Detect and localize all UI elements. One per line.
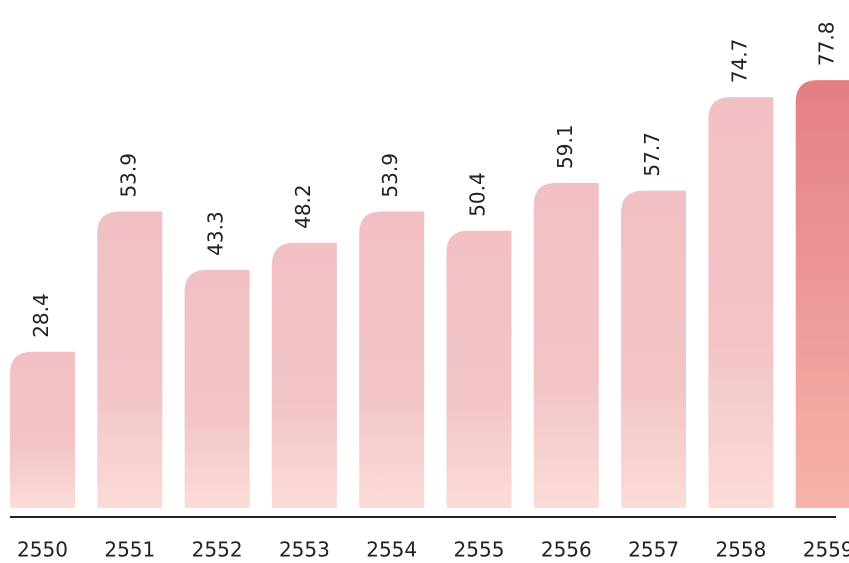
x-tick-label: 2552 xyxy=(192,538,243,562)
bar xyxy=(708,97,774,509)
x-tick-label: 2558 xyxy=(715,538,766,562)
value-label: 57.7 xyxy=(640,132,664,177)
bar xyxy=(184,269,250,508)
x-tick-label: 2557 xyxy=(628,538,679,562)
value-label: 48.2 xyxy=(291,184,315,229)
value-label: 50.4 xyxy=(466,172,490,217)
bar xyxy=(97,211,163,509)
bar xyxy=(621,190,687,508)
x-tick-label: 2553 xyxy=(279,538,330,562)
x-tick-label: 2555 xyxy=(454,538,505,562)
value-label: 28.4 xyxy=(29,293,53,338)
x-tick-label: 2550 xyxy=(17,538,68,562)
bar xyxy=(359,211,425,509)
x-tick-label: 2559 xyxy=(803,538,849,562)
bar xyxy=(533,182,599,508)
value-label: 53.9 xyxy=(116,153,140,198)
x-tick-label: 2551 xyxy=(104,538,155,562)
bar xyxy=(795,80,849,508)
bar xyxy=(10,351,75,508)
x-tick-label: 2556 xyxy=(541,538,592,562)
value-label: 59.1 xyxy=(553,124,577,169)
bar xyxy=(271,242,337,508)
bar xyxy=(446,230,512,509)
value-label: 43.3 xyxy=(204,211,228,256)
value-label: 74.7 xyxy=(727,39,751,84)
value-label: 53.9 xyxy=(378,153,402,198)
value-label: 77.8 xyxy=(815,22,839,67)
x-tick-label: 2554 xyxy=(366,538,417,562)
